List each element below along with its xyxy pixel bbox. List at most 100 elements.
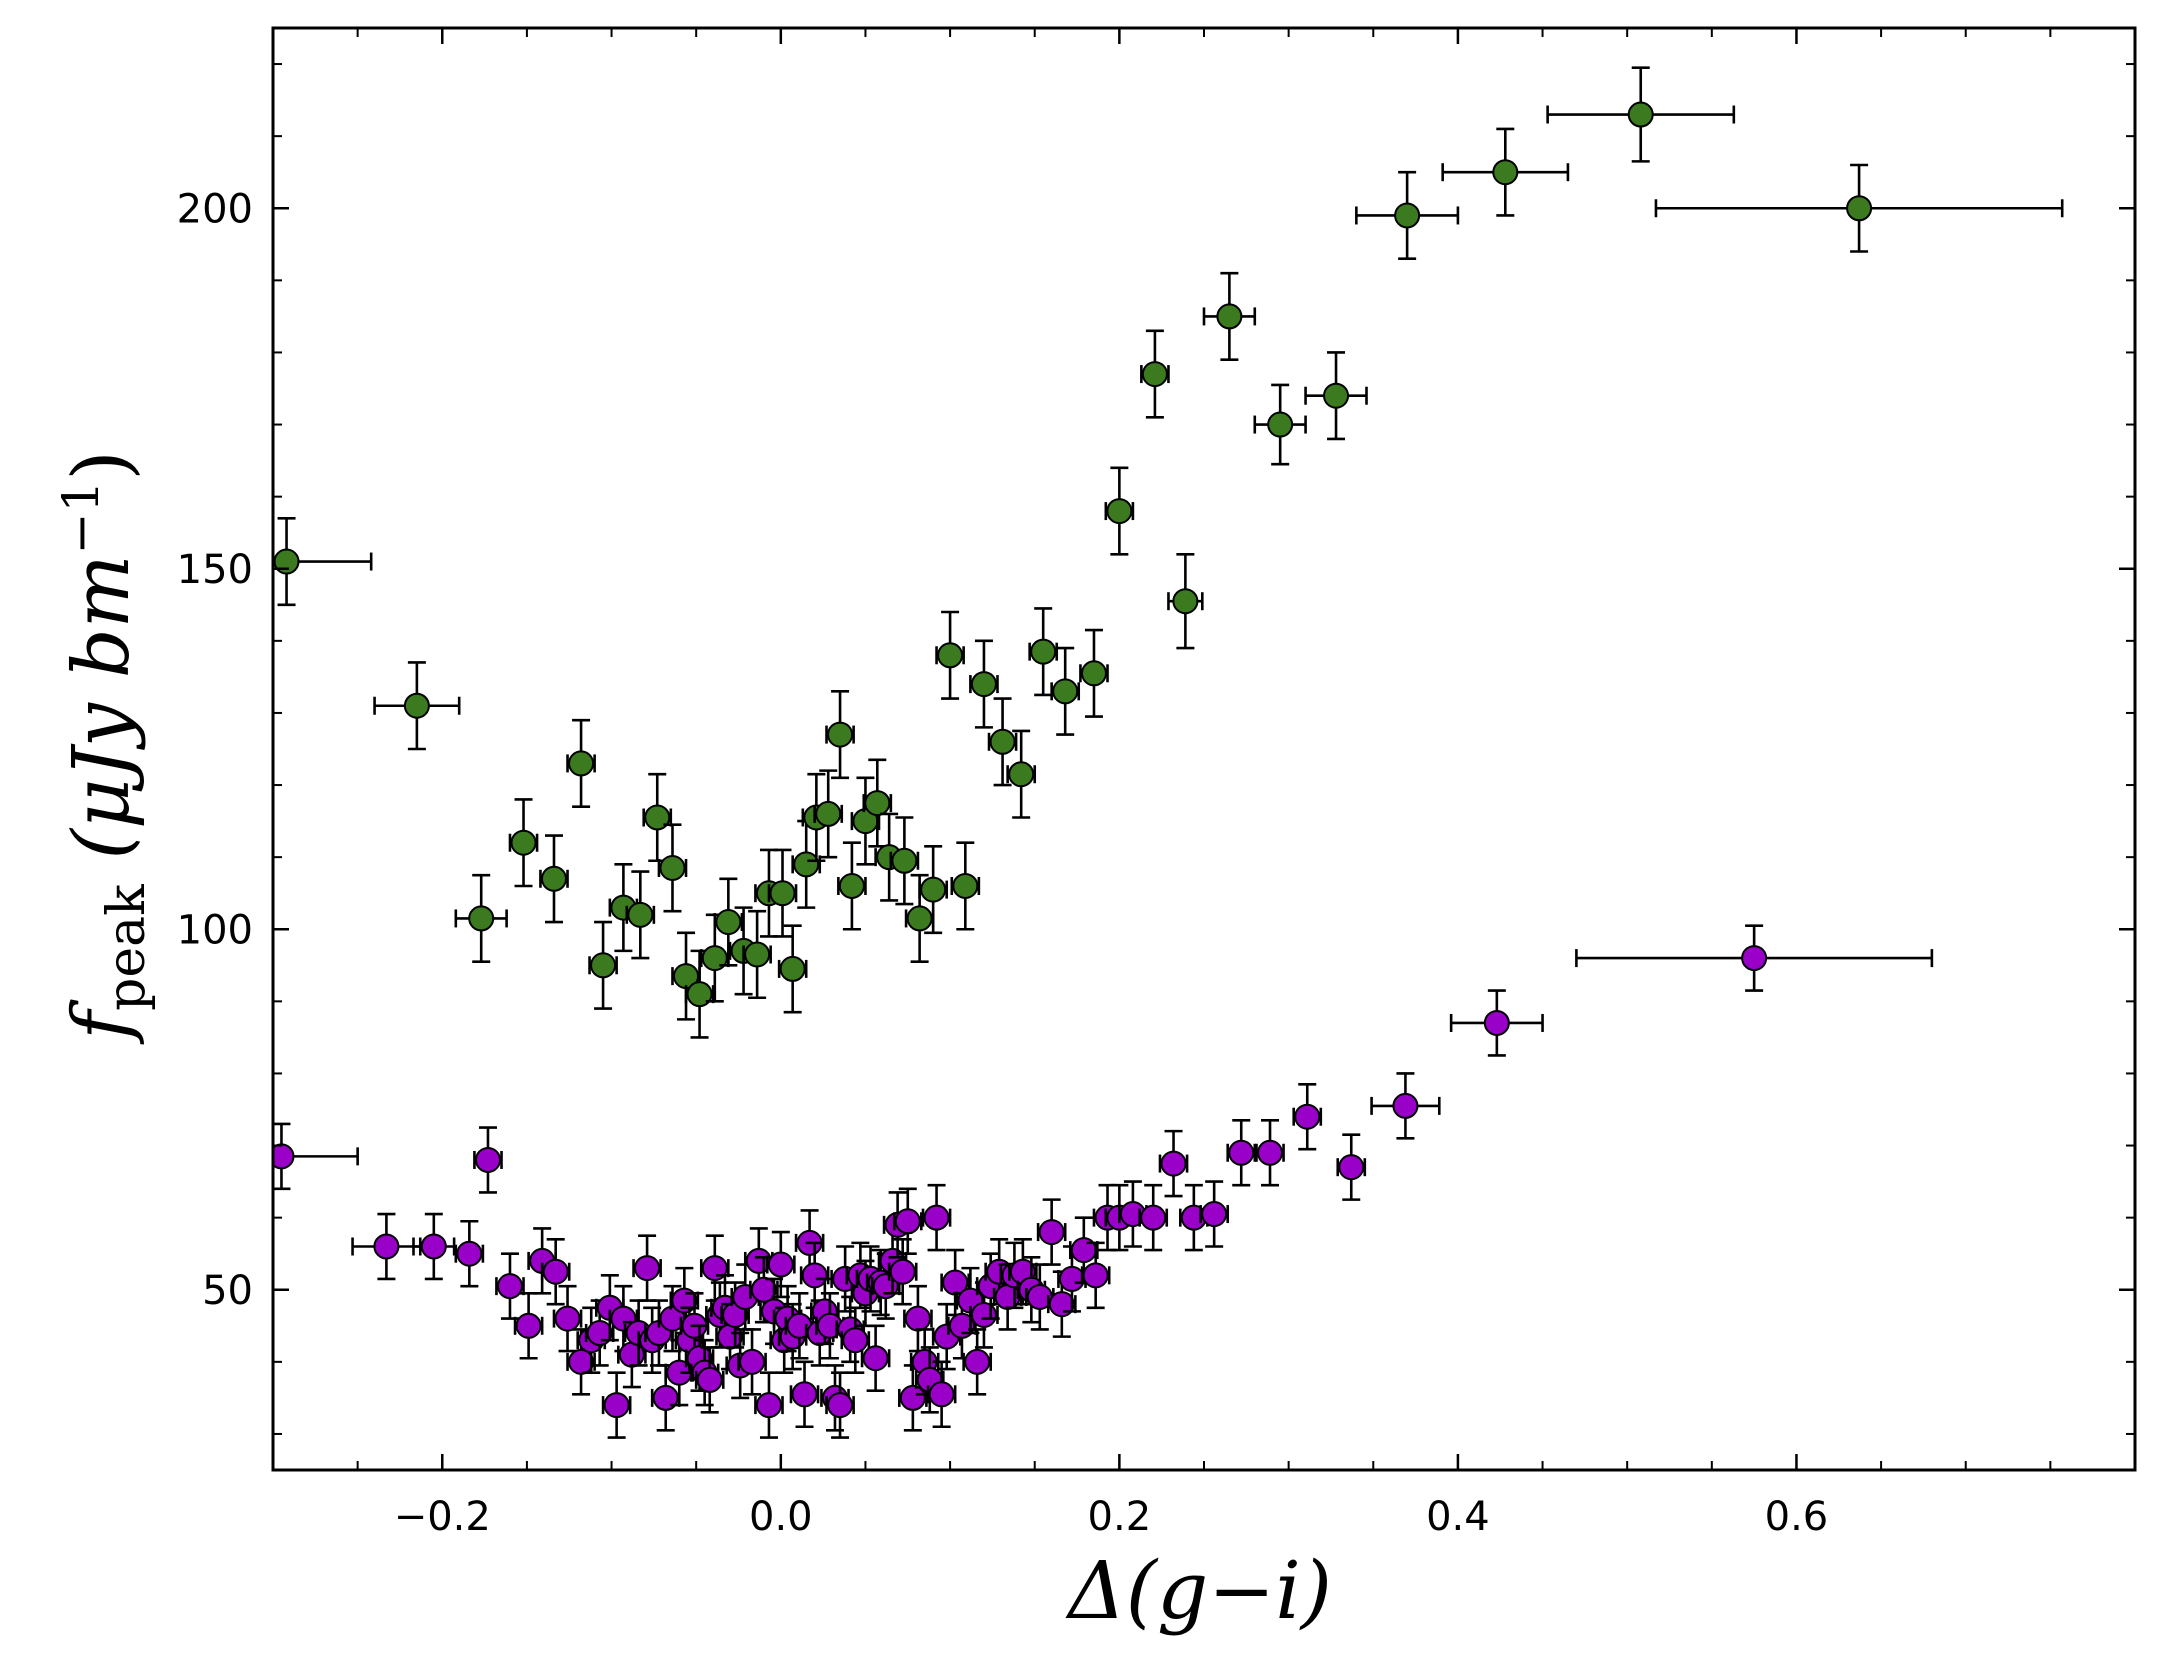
data-point [970, 1301, 997, 1328]
data-point [894, 1208, 921, 1235]
data-point [590, 952, 617, 979]
y-axis-title-units: (μJy bm [57, 554, 147, 859]
x-tick-label: 0.4 [1426, 1494, 1490, 1540]
data-point [456, 1240, 483, 1267]
data-point [1201, 1201, 1228, 1228]
data-point [899, 1384, 926, 1411]
data-point [542, 1258, 569, 1285]
data-point [827, 1392, 854, 1419]
data-point [510, 829, 537, 856]
data-point [904, 1305, 931, 1332]
data-point [739, 1348, 766, 1375]
y-axis-title-subscript: peak [97, 884, 157, 1011]
plot-area [273, 66, 2064, 1439]
data-point [696, 1366, 723, 1393]
data-point [554, 1305, 581, 1332]
data-point [1038, 1219, 1065, 1246]
data-point [1627, 101, 1654, 128]
data-point [750, 1276, 777, 1303]
data-point [1228, 1139, 1255, 1166]
data-point [373, 1233, 400, 1260]
data-point [474, 1146, 501, 1173]
data-point [273, 1143, 295, 1170]
data-point [1058, 1265, 1085, 1292]
y-axis-title-close: ) [57, 450, 147, 480]
x-tick-label: 0.2 [1088, 1494, 1152, 1540]
data-point [715, 909, 742, 936]
data-point [862, 1345, 889, 1372]
data-point [540, 865, 567, 892]
data-point [1483, 1009, 1510, 1036]
data-point [767, 1251, 794, 1278]
data-point [1160, 1150, 1187, 1177]
error-bar [351, 1212, 422, 1281]
data-point [1172, 588, 1199, 615]
data-point [755, 1392, 782, 1419]
x-tick-label: 0.0 [749, 1494, 813, 1540]
data-point [634, 1255, 661, 1282]
data-point [1082, 1262, 1109, 1289]
data-point [838, 872, 865, 899]
y-tick-label: 150 [177, 547, 253, 593]
data-point [618, 1341, 645, 1368]
data-point [769, 880, 796, 907]
data-point [842, 1327, 869, 1354]
y-axis-title-exponent: −1 [52, 481, 110, 555]
data-point [1392, 1092, 1419, 1119]
data-point [659, 854, 686, 881]
data-point [1008, 761, 1035, 788]
data-point [1267, 411, 1294, 438]
data-point [603, 1392, 630, 1419]
data-point [779, 955, 806, 982]
data-point [891, 847, 918, 874]
data-point [1492, 159, 1519, 186]
x-axis-title: Δ(g−i) [1065, 1544, 1332, 1637]
data-point [989, 728, 1016, 755]
y-tick-label: 50 [202, 1268, 253, 1314]
data-point [928, 1381, 955, 1408]
data-point [906, 905, 933, 932]
data-point [889, 1258, 916, 1285]
data-point [791, 1381, 818, 1408]
data-point [801, 1262, 828, 1289]
data-point [515, 1312, 542, 1339]
data-point [964, 1348, 991, 1375]
data-point [1294, 1103, 1321, 1130]
data-point [1106, 498, 1133, 525]
data-point [1741, 945, 1768, 972]
data-point [1338, 1154, 1365, 1181]
data-point [1141, 361, 1168, 388]
data-point [923, 1204, 950, 1231]
data-point [793, 851, 820, 878]
y-axis-title: fpeak (μJy bm−1) [52, 450, 157, 1045]
data-point [1216, 303, 1243, 330]
data-point [1846, 195, 1873, 222]
data-point [1140, 1204, 1167, 1231]
data-point [1052, 678, 1079, 705]
data-point [496, 1273, 523, 1300]
data-point [468, 905, 495, 932]
data-point [952, 872, 979, 899]
y-tick-label: 100 [177, 907, 253, 953]
y-tick-label: 200 [177, 186, 253, 232]
svg-text:fpeak (μJy bm−1): fpeak (μJy bm−1) [52, 450, 157, 1045]
error-bar [412, 1212, 456, 1281]
data-point [815, 800, 842, 827]
data-point [970, 671, 997, 698]
data-point [568, 1348, 595, 1375]
data-point [644, 804, 671, 831]
data-point [937, 642, 964, 669]
data-point [1257, 1139, 1284, 1166]
axis-ticks: −0.2 0.0 0.2 0.4 0.6 50 100 150 200 [177, 28, 2135, 1540]
data-point [1323, 382, 1350, 409]
data-point [827, 721, 854, 748]
data-point [686, 981, 713, 1008]
data-point [568, 750, 595, 777]
data-point [864, 790, 891, 817]
x-tick-label: 0.6 [1765, 1494, 1829, 1540]
data-point [1080, 660, 1107, 687]
data-point [1394, 202, 1421, 229]
x-tick-label: −0.2 [394, 1494, 491, 1540]
